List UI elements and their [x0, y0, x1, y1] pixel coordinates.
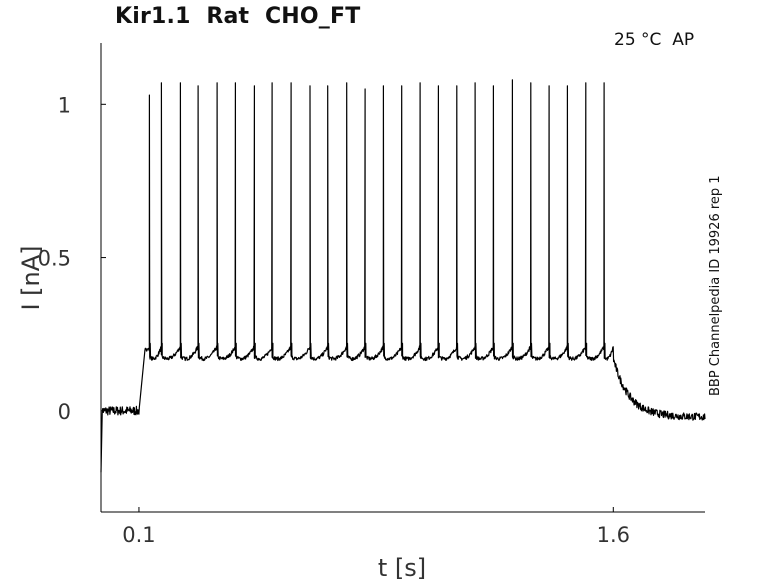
x-axis-ticks: 0.1 1.6	[122, 507, 630, 547]
x-tick-label: 0.1	[122, 523, 155, 547]
y-axis-ticks: 00.51	[38, 93, 106, 424]
current-trace-line	[100, 79, 706, 473]
recording-condition-label: 25 °C AP	[614, 30, 695, 50]
x-tick-label: 1.6	[597, 523, 630, 547]
y-tick-label: 1	[58, 93, 71, 117]
y-tick-label: 0	[58, 400, 71, 424]
x-axis-label: t [s]	[378, 554, 426, 582]
y-axis-label: I [nA]	[17, 245, 45, 310]
chart-title: Kir1.1 Rat CHO_FT	[115, 4, 361, 29]
y-tick-label: 0.5	[38, 247, 71, 271]
